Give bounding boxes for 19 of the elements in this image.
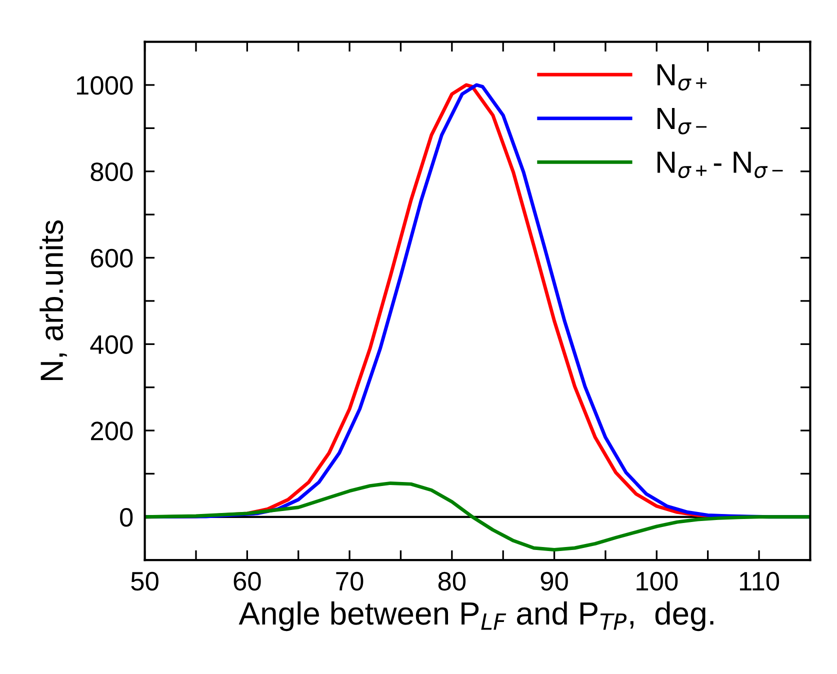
y-tick-label: 400 — [90, 335, 133, 354]
y-tick-label: 0 — [120, 508, 133, 527]
legend-label: N$_{σ−}$ — [658, 108, 707, 134]
legend-label: N$_{σ+}$- N$_{σ−}$ — [658, 152, 783, 178]
x-tick-label: 110 — [740, 572, 780, 591]
y-tick-label: 1000 — [77, 76, 133, 95]
y-tick-label: 200 — [90, 422, 133, 440]
y-tick-label: 600 — [91, 248, 133, 268]
x-tick-label: 100 — [636, 572, 678, 591]
legend-label: N$_{σ+}$ — [658, 64, 707, 91]
x-tick-label: 60 — [234, 572, 261, 591]
x-tick-label: 50 — [131, 572, 158, 591]
x-tick-label: 70 — [336, 572, 364, 591]
x-axis-title: Angle between P$_{LF}$ and P$_{TP}$, deg. — [238, 601, 714, 632]
x-tick-label: 90 — [540, 572, 568, 591]
line-series — [144, 481, 810, 552]
x-tick-label: 80 — [438, 572, 466, 591]
y-axis-title: N, arb.units — [40, 220, 67, 380]
y-tick-label: 800 — [90, 162, 133, 182]
